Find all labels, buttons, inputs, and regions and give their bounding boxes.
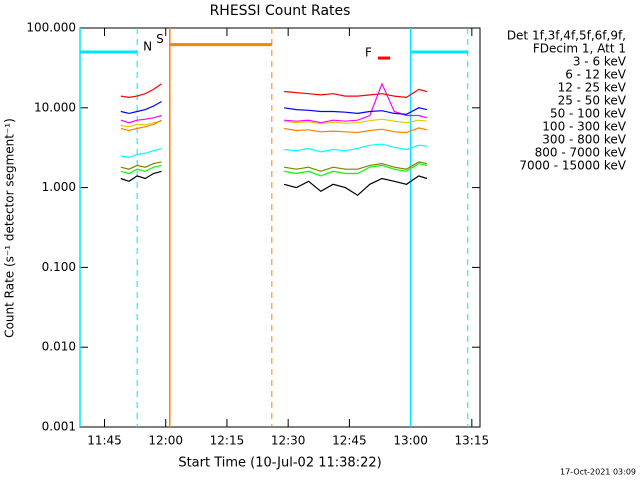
legend-entry: 25 - 50 keV [558,94,627,108]
x-axis-label: Start Time (10-Jul-02 11:38:22) [178,456,381,471]
x-tick-label: 12:30 [271,434,306,448]
legend-entry: 12 - 25 keV [558,81,627,95]
y-tick-label: 0.100 [42,260,76,274]
series-line [120,161,428,172]
y-tick-label: 100.000 [26,21,76,35]
x-tick-label: 12:45 [332,434,367,448]
series-line [120,83,428,99]
y-tick-label: 0.010 [42,340,76,354]
legend-entry: 3 - 6 keV [573,55,627,69]
series-line [120,118,427,128]
series-line [120,119,428,134]
legend-entry: 800 - 7000 keV [535,146,627,160]
flag-label: N [143,40,152,54]
y-tick-label: 1.000 [42,180,76,194]
chart-title: RHESSI Count Rates [210,3,351,19]
footer: 17-Oct-2021 03:09 [560,468,636,477]
y-tick-label: 10.000 [34,100,76,114]
y-axis-label: Count Rate (s⁻¹ detector segment⁻¹) [3,118,17,338]
x-tick-label: 12:15 [210,434,245,448]
x-tick-label: 12:00 [148,434,183,448]
legend-entry: 50 - 100 keV [550,107,627,121]
series-line [120,82,428,124]
legend-entry: 300 - 800 keV [542,133,626,147]
legend-title: FDecim 1, Att 1 [533,42,626,56]
x-tick-label: 13:15 [455,434,490,448]
legend-entry: 100 - 300 keV [542,120,626,134]
y-tick-label: 0.001 [42,420,76,434]
legend-title: Det 1f,3f,4f,5f,6f,9f, [507,29,626,43]
series-line [120,100,428,115]
x-tick-label: 13:00 [393,434,428,448]
legend-entry: 7000 - 15000 keV [519,159,626,173]
series-line [120,170,428,197]
legend-entry: 6 - 12 keV [565,68,627,82]
series-line [120,143,427,158]
flag-label: S [156,32,164,46]
x-tick-label: 11:45 [87,434,122,448]
flag-label: F [365,46,372,60]
series-line [120,162,428,177]
